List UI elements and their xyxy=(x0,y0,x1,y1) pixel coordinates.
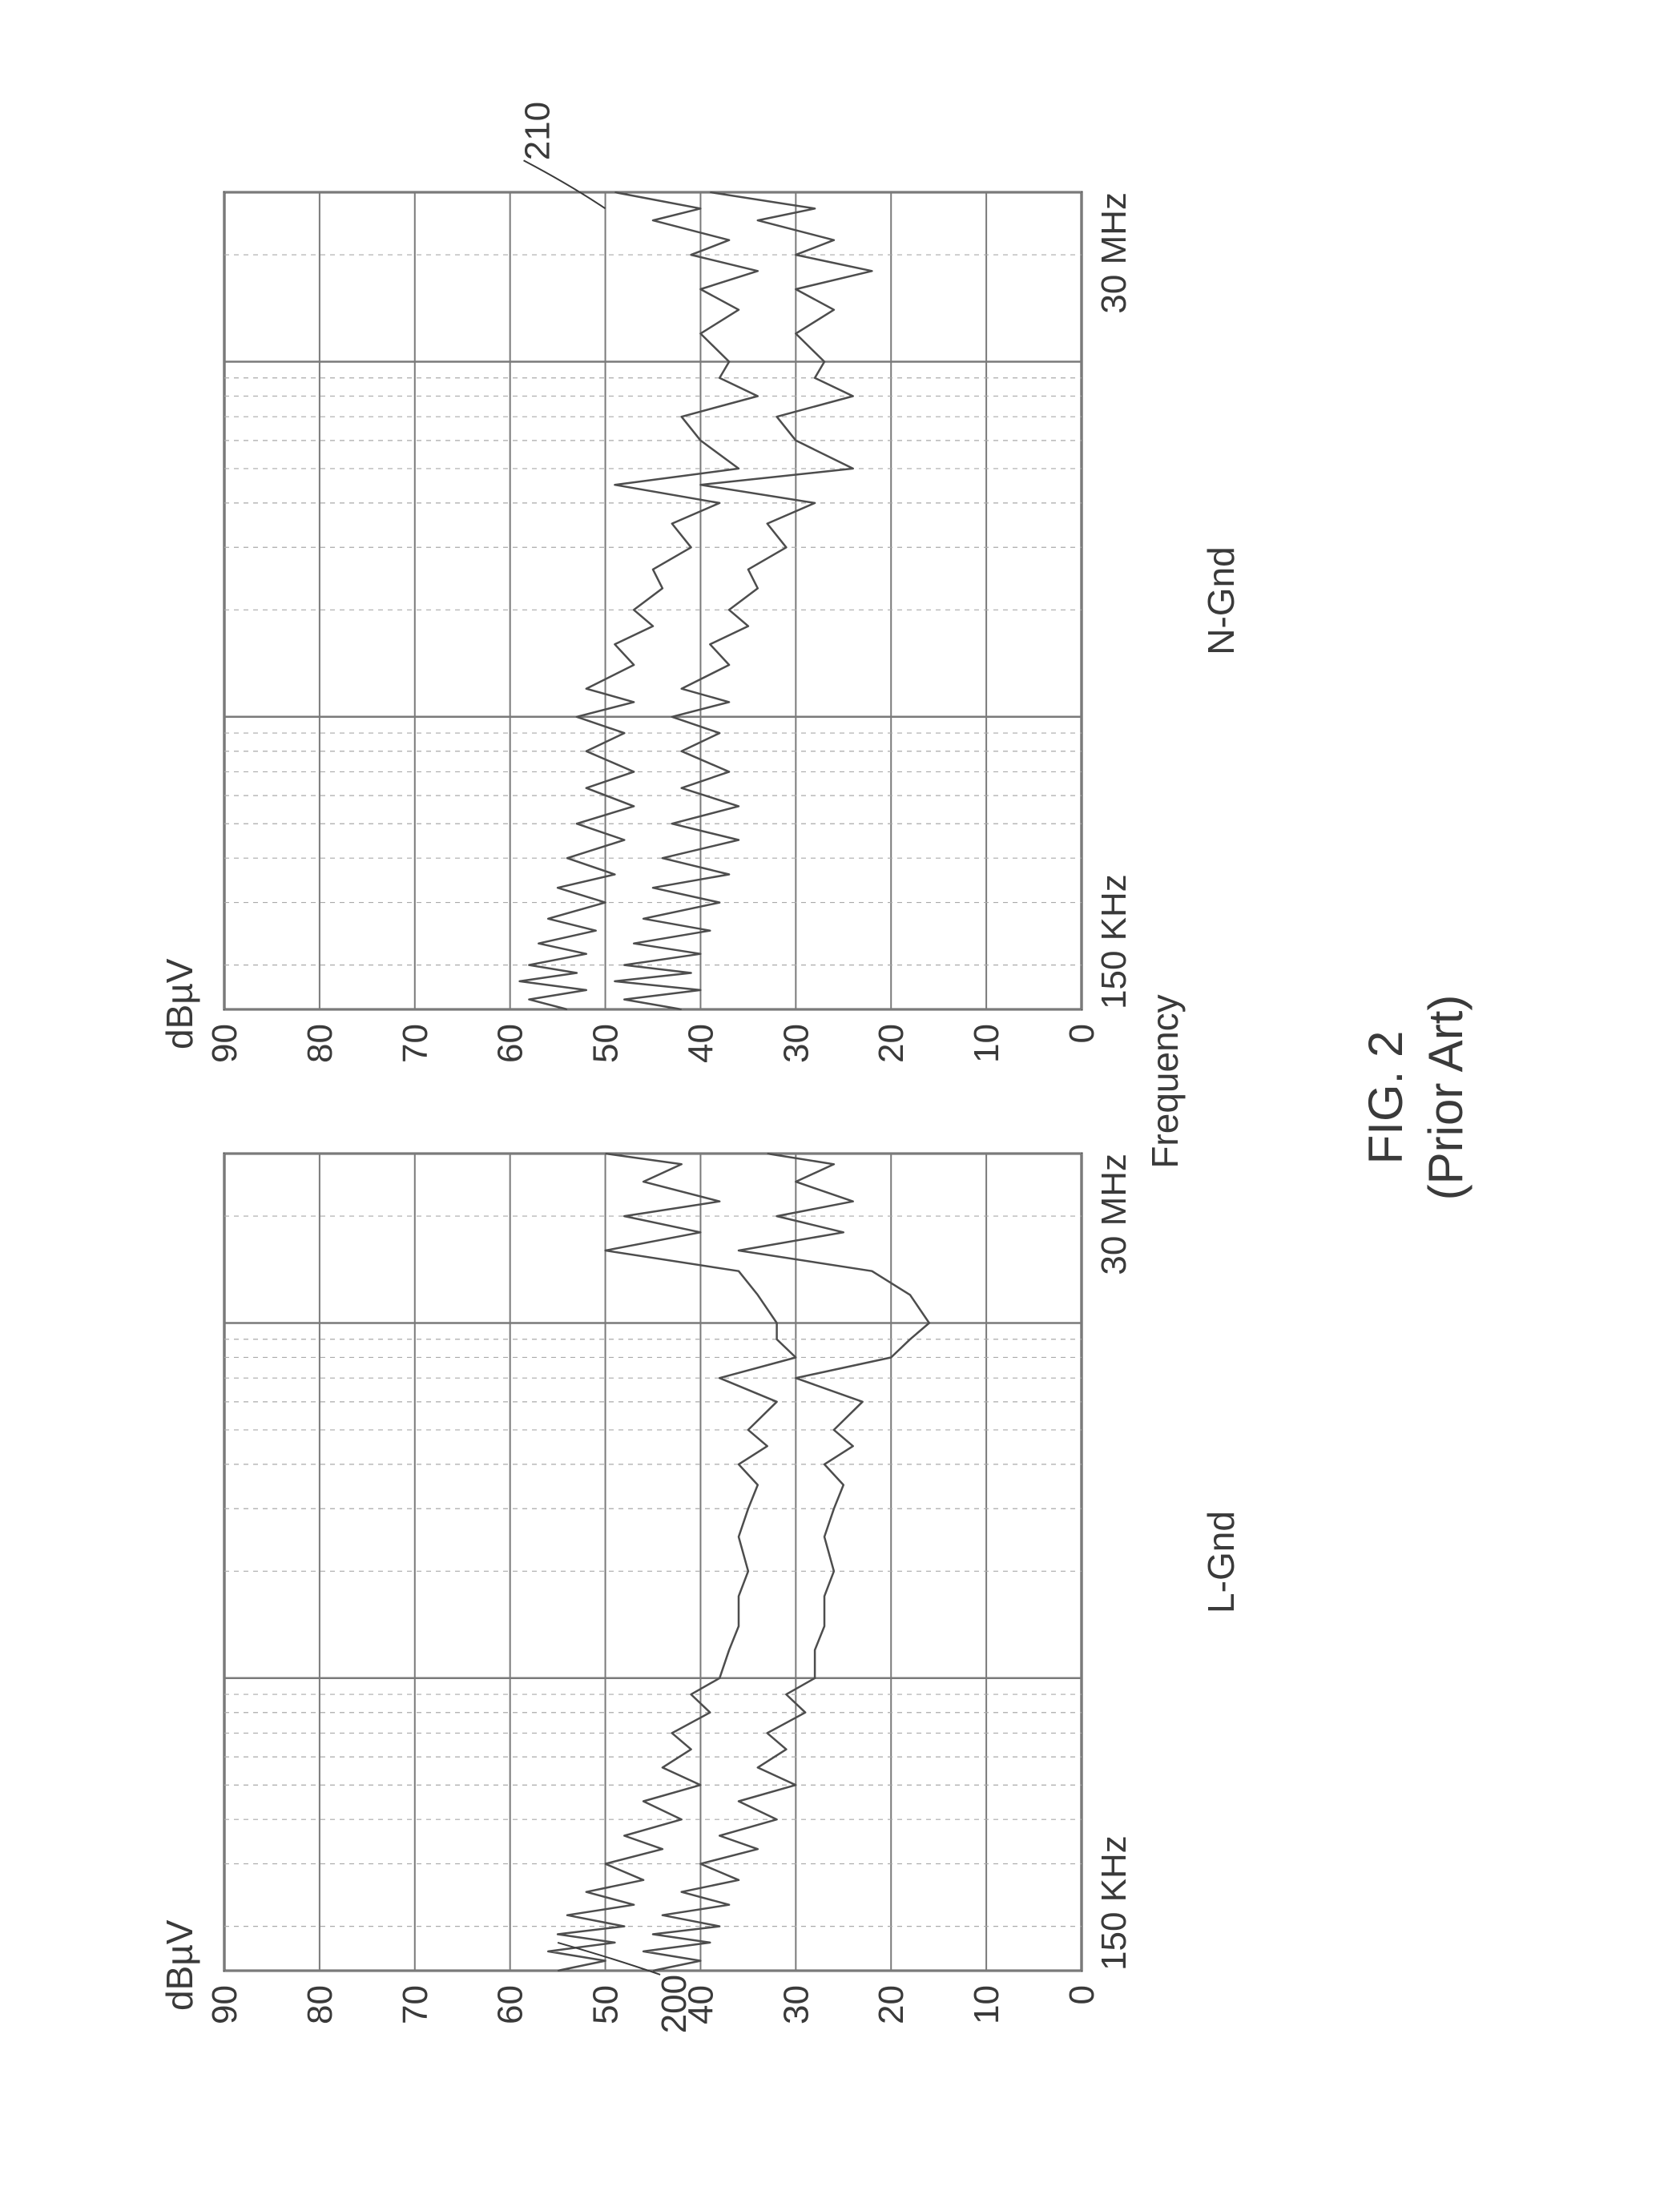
ytick-label: 10 xyxy=(967,1024,1006,1063)
chart-title: N-Gnd xyxy=(1200,546,1242,654)
callout-leader xyxy=(524,160,606,208)
trace-quasi-peak xyxy=(548,1154,796,1971)
ytick-label: 20 xyxy=(872,1985,911,2024)
figure-caption-line1: FIG. 2 xyxy=(1359,1031,1412,1165)
trace-average xyxy=(614,192,872,1009)
x-max-label: 30 MHz xyxy=(1094,192,1134,314)
ytick-label: 90 xyxy=(205,1985,244,2024)
ytick-label: 90 xyxy=(205,1024,244,1063)
trace-quasi-peak xyxy=(520,192,758,1009)
callout-label: 200 xyxy=(655,1975,694,2033)
ytick-label: 0 xyxy=(1062,1985,1102,2004)
x-min-label: 150 KHz xyxy=(1094,1835,1134,1971)
ytick-label: 60 xyxy=(491,1985,530,2024)
landscape-wrap: 0102030405060708090dBµV150 KHz30 MHzL-Gn… xyxy=(0,0,1680,2195)
x-axis-title: Frequency xyxy=(1144,994,1186,1168)
ytick-label: 40 xyxy=(681,1024,720,1063)
trace-average xyxy=(643,1154,929,1971)
ytick-label: 0 xyxy=(1062,1024,1102,1043)
figure-caption-line2: (Prior Art) xyxy=(1419,995,1473,1201)
ytick-label: 50 xyxy=(586,1985,626,2024)
ytick-label: 30 xyxy=(776,1024,816,1063)
figure-svg: 0102030405060708090dBµV150 KHz30 MHzL-Gn… xyxy=(0,0,1680,2195)
page-root: 0102030405060708090dBµV150 KHz30 MHzL-Gn… xyxy=(0,0,1680,2195)
x-max-label: 30 MHz xyxy=(1094,1154,1134,1275)
ytick-label: 20 xyxy=(872,1024,911,1063)
ytick-label: 70 xyxy=(396,1024,435,1063)
y-unit-label: dBµV xyxy=(159,958,200,1049)
ytick-label: 60 xyxy=(491,1024,530,1063)
plot-border xyxy=(224,1154,1082,1971)
callout-label: 210 xyxy=(518,102,558,160)
ytick-label: 70 xyxy=(396,1985,435,2024)
ytick-label: 80 xyxy=(300,1985,340,2024)
ytick-label: 30 xyxy=(776,1985,816,2024)
ytick-label: 80 xyxy=(300,1024,340,1063)
y-unit-label: dBµV xyxy=(159,1919,200,2011)
ytick-label: 10 xyxy=(967,1985,1006,2024)
chart-title: L-Gnd xyxy=(1200,1511,1242,1613)
ytick-label: 50 xyxy=(586,1024,626,1063)
x-min-label: 150 KHz xyxy=(1094,874,1134,1009)
